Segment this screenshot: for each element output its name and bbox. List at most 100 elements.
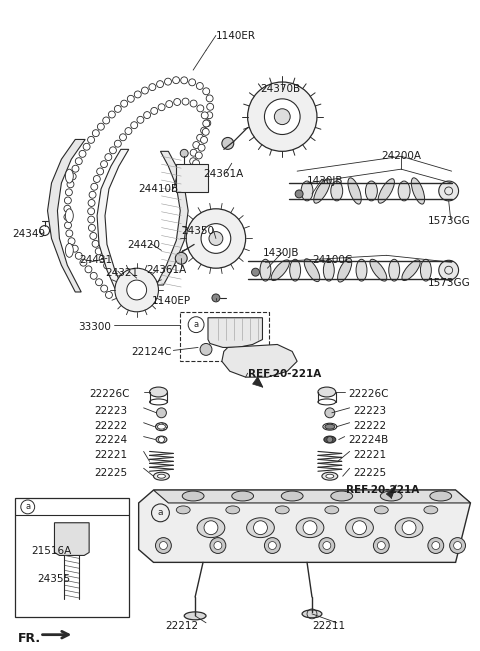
- Ellipse shape: [296, 518, 324, 538]
- Circle shape: [156, 408, 167, 418]
- Text: REF.20-221A: REF.20-221A: [248, 369, 321, 380]
- Circle shape: [104, 262, 110, 269]
- Circle shape: [85, 266, 92, 273]
- Text: 24361A: 24361A: [146, 265, 187, 275]
- Circle shape: [72, 245, 78, 252]
- Circle shape: [90, 272, 97, 279]
- Text: 22223: 22223: [94, 406, 127, 416]
- Circle shape: [166, 101, 173, 107]
- Text: 24349: 24349: [12, 229, 45, 239]
- Circle shape: [193, 141, 200, 148]
- Circle shape: [203, 120, 210, 127]
- Ellipse shape: [276, 506, 289, 514]
- Ellipse shape: [411, 178, 425, 204]
- Circle shape: [79, 150, 86, 158]
- Circle shape: [190, 100, 197, 107]
- Circle shape: [210, 538, 226, 553]
- Text: 22222: 22222: [354, 421, 387, 431]
- Circle shape: [83, 143, 90, 150]
- Circle shape: [454, 542, 462, 549]
- Circle shape: [144, 111, 151, 118]
- Ellipse shape: [424, 506, 438, 514]
- Text: 24410B: 24410B: [139, 184, 179, 194]
- Circle shape: [200, 344, 212, 355]
- Text: REF.20-221A: REF.20-221A: [346, 485, 419, 495]
- Text: 33300: 33300: [78, 322, 111, 332]
- Circle shape: [72, 165, 79, 172]
- Ellipse shape: [430, 491, 452, 501]
- Circle shape: [95, 248, 102, 255]
- Circle shape: [206, 95, 213, 102]
- Circle shape: [131, 122, 138, 129]
- Circle shape: [439, 260, 458, 280]
- Ellipse shape: [331, 181, 343, 201]
- Circle shape: [295, 190, 303, 198]
- Circle shape: [158, 437, 165, 443]
- Circle shape: [204, 521, 218, 534]
- Circle shape: [67, 181, 74, 187]
- Circle shape: [450, 538, 466, 553]
- Circle shape: [201, 112, 208, 119]
- Circle shape: [197, 134, 204, 141]
- Circle shape: [353, 521, 366, 534]
- Circle shape: [201, 137, 207, 143]
- Ellipse shape: [226, 506, 240, 514]
- Circle shape: [105, 154, 112, 161]
- Ellipse shape: [325, 424, 335, 429]
- Circle shape: [201, 127, 207, 134]
- Circle shape: [88, 208, 95, 215]
- Circle shape: [212, 294, 220, 302]
- Ellipse shape: [378, 178, 395, 203]
- Circle shape: [64, 214, 71, 221]
- Ellipse shape: [326, 474, 334, 478]
- Circle shape: [402, 521, 416, 534]
- Ellipse shape: [290, 259, 300, 281]
- Circle shape: [125, 128, 132, 135]
- Text: 1140ER: 1140ER: [216, 31, 256, 40]
- Polygon shape: [139, 490, 470, 562]
- Polygon shape: [97, 149, 129, 293]
- Circle shape: [182, 98, 189, 105]
- Ellipse shape: [314, 178, 330, 203]
- Circle shape: [64, 222, 72, 229]
- Circle shape: [88, 199, 95, 206]
- Circle shape: [201, 224, 231, 253]
- Ellipse shape: [380, 491, 402, 501]
- Text: 22223: 22223: [354, 406, 387, 416]
- Ellipse shape: [302, 610, 322, 618]
- Circle shape: [91, 184, 98, 190]
- Polygon shape: [252, 377, 263, 387]
- Text: 22226C: 22226C: [89, 389, 130, 399]
- Circle shape: [209, 232, 223, 245]
- Text: 22124C: 22124C: [132, 348, 172, 357]
- Text: 22212: 22212: [166, 621, 199, 631]
- Circle shape: [214, 542, 222, 549]
- Circle shape: [119, 282, 125, 289]
- Ellipse shape: [402, 260, 420, 281]
- Circle shape: [432, 542, 440, 549]
- Circle shape: [101, 285, 108, 292]
- Circle shape: [439, 181, 458, 201]
- Circle shape: [159, 542, 168, 549]
- Circle shape: [373, 538, 389, 553]
- Circle shape: [64, 197, 72, 204]
- Ellipse shape: [365, 181, 377, 201]
- Ellipse shape: [398, 181, 410, 201]
- Ellipse shape: [65, 169, 73, 183]
- Circle shape: [109, 147, 117, 154]
- Text: 24355: 24355: [37, 574, 71, 584]
- Bar: [176, 164, 208, 192]
- Text: 24200A: 24200A: [381, 151, 421, 161]
- Circle shape: [158, 104, 165, 111]
- Circle shape: [94, 176, 100, 182]
- Circle shape: [89, 191, 96, 199]
- Circle shape: [97, 123, 104, 130]
- Text: 1430JB: 1430JB: [307, 176, 344, 186]
- Circle shape: [64, 205, 71, 212]
- Circle shape: [195, 152, 202, 159]
- Circle shape: [80, 259, 87, 266]
- Ellipse shape: [184, 612, 206, 620]
- Ellipse shape: [420, 259, 432, 281]
- Ellipse shape: [304, 258, 320, 282]
- Text: 1140EP: 1140EP: [152, 296, 191, 306]
